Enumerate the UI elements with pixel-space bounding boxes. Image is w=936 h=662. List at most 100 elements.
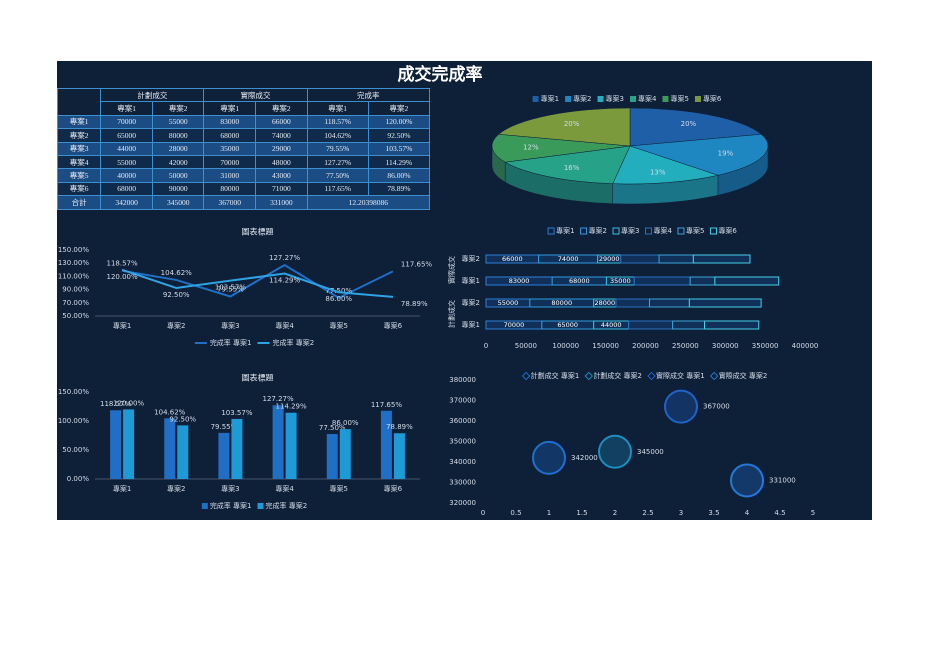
bar <box>380 410 392 479</box>
table-cell: 90000 <box>151 181 205 197</box>
x-tick-label: 4.5 <box>774 509 785 517</box>
pie-label: 19% <box>718 150 734 158</box>
legend-swatch <box>597 96 604 102</box>
legend-swatch <box>565 96 572 102</box>
bar-segment <box>672 320 706 330</box>
table-cell: 12.20398086 <box>306 195 431 210</box>
data-label: 120.00% <box>107 273 138 281</box>
table-cell: 92.50% <box>367 128 431 143</box>
bar-segment <box>714 276 780 286</box>
table-cell: 103.57% <box>367 141 431 156</box>
table-cell: 68000 <box>100 181 153 197</box>
data-label: 114.29% <box>276 403 307 411</box>
pie-label: 16% <box>564 164 580 172</box>
bar-segment <box>688 298 762 308</box>
data-label: 79.55% <box>217 285 244 293</box>
table-cell: 35000 <box>203 141 257 156</box>
legend-label: 專案1 <box>556 226 574 235</box>
table-cell: 127.27% <box>306 154 369 170</box>
legend: 專案1 專案2 專案3 專案4 專案5 專案6 <box>532 94 722 103</box>
legend-swatch <box>580 227 588 235</box>
table-cell: 120.00% <box>367 114 431 130</box>
legend-swatch <box>709 227 717 235</box>
y-tick-label: 專案1 <box>462 320 480 329</box>
table-cell: 118.57% <box>306 114 369 130</box>
bubble <box>730 463 764 498</box>
bar-segment <box>628 320 674 330</box>
table-row: 專案4 55000 42000 70000 48000 127.27% 114.29% <box>56 154 431 170</box>
page-title: 成交完成率 <box>398 64 483 85</box>
y-tick-label: 90.00% <box>62 286 89 294</box>
legend: 專案1 專案2 專案3 專案4 專案5 專案6 <box>547 226 737 235</box>
y-tick-label: 150.00% <box>58 246 89 254</box>
y-tick-label: 360000 <box>449 417 476 425</box>
x-tick-label: 100000 <box>552 342 579 350</box>
data-label: 79.55% <box>211 423 238 431</box>
pie-slice <box>491 133 631 163</box>
bar-label: 68000 <box>569 277 590 285</box>
data-label: 103.57% <box>221 409 252 417</box>
legend-label: 專案2 <box>589 226 607 235</box>
x-tick-label: 專案3 <box>221 321 239 330</box>
x-tick-label: 200000 <box>632 342 659 350</box>
y-tick-label: 370000 <box>449 397 476 405</box>
table-cell: 114.29% <box>367 154 431 170</box>
y-tick-label: 50.00% <box>62 446 89 454</box>
table-cell: 55000 <box>151 114 205 130</box>
x-tick-label: 350000 <box>752 342 779 350</box>
pie-label: 12% <box>523 144 539 152</box>
data-label: 367000 <box>703 403 730 411</box>
data-label: 103.57% <box>215 284 246 292</box>
x-tick-label: 專案1 <box>113 321 131 330</box>
table-cell: 86.00% <box>367 168 431 183</box>
bar-segment <box>615 298 650 308</box>
table-cell: 44000 <box>100 141 153 156</box>
table-cell: 40000 <box>100 168 153 183</box>
table-row: 專案1 70000 55000 83000 66000 118.57% 120.00% <box>56 114 431 130</box>
table-row: 計劃成交 實際成交 完成率 <box>56 87 431 116</box>
legend-label: 完成率 專案2 <box>273 338 315 347</box>
table-cell <box>56 88 102 116</box>
table-row: 專案3 44000 28000 35000 29000 79.55% 103.57% <box>56 141 431 156</box>
x-tick-label: 1 <box>547 509 551 517</box>
table-cell: 專案1 <box>100 101 153 116</box>
bar-label: 28000 <box>594 299 615 307</box>
table-cell: 42000 <box>151 154 205 170</box>
pie-slice <box>498 107 631 147</box>
x-tick-label: 專案4 <box>275 321 294 330</box>
legend-swatch <box>532 96 539 102</box>
bar <box>393 433 405 479</box>
legend-label: 專案5 <box>670 94 688 103</box>
pie-label: 13% <box>650 168 666 176</box>
legend-swatch <box>647 371 656 381</box>
table-cell: 342000 <box>100 195 153 210</box>
y-tick-label: 0.00% <box>67 475 90 483</box>
table-cell: 合計 <box>56 195 102 210</box>
bar-label: 65000 <box>557 321 578 329</box>
bar-label: 35000 <box>610 277 631 285</box>
bar-segment <box>689 276 716 286</box>
y-group-label: 計劃成交 <box>447 300 456 328</box>
y-group-label: 實際成交 <box>447 256 456 284</box>
table-cell: 28000 <box>151 141 205 156</box>
data-label: 118.57% <box>100 400 131 408</box>
legend: 計劃成交 專案1 計劃成交 專案2 實際成交 專案1 實際成交 專案2 <box>521 371 767 381</box>
pie-slice <box>629 133 769 176</box>
table-cell: 專案1 <box>56 114 102 130</box>
table-cell: 29000 <box>255 141 308 156</box>
bar-label: 55000 <box>498 299 519 307</box>
data-label: 331000 <box>769 476 796 484</box>
bar <box>285 412 297 479</box>
pie-label: 20% <box>681 120 697 128</box>
table-cell: 71000 <box>255 181 308 197</box>
table-cell: 專案6 <box>56 181 102 197</box>
x-tick-label: 4 <box>745 509 750 517</box>
y-tick-label: 專案2 <box>462 298 480 307</box>
legend-swatch <box>257 503 264 509</box>
table-cell: 專案2 <box>56 128 102 143</box>
pie-slice <box>504 145 631 184</box>
data-label: 86.00% <box>332 419 359 427</box>
legend-label: 專案6 <box>718 226 737 235</box>
